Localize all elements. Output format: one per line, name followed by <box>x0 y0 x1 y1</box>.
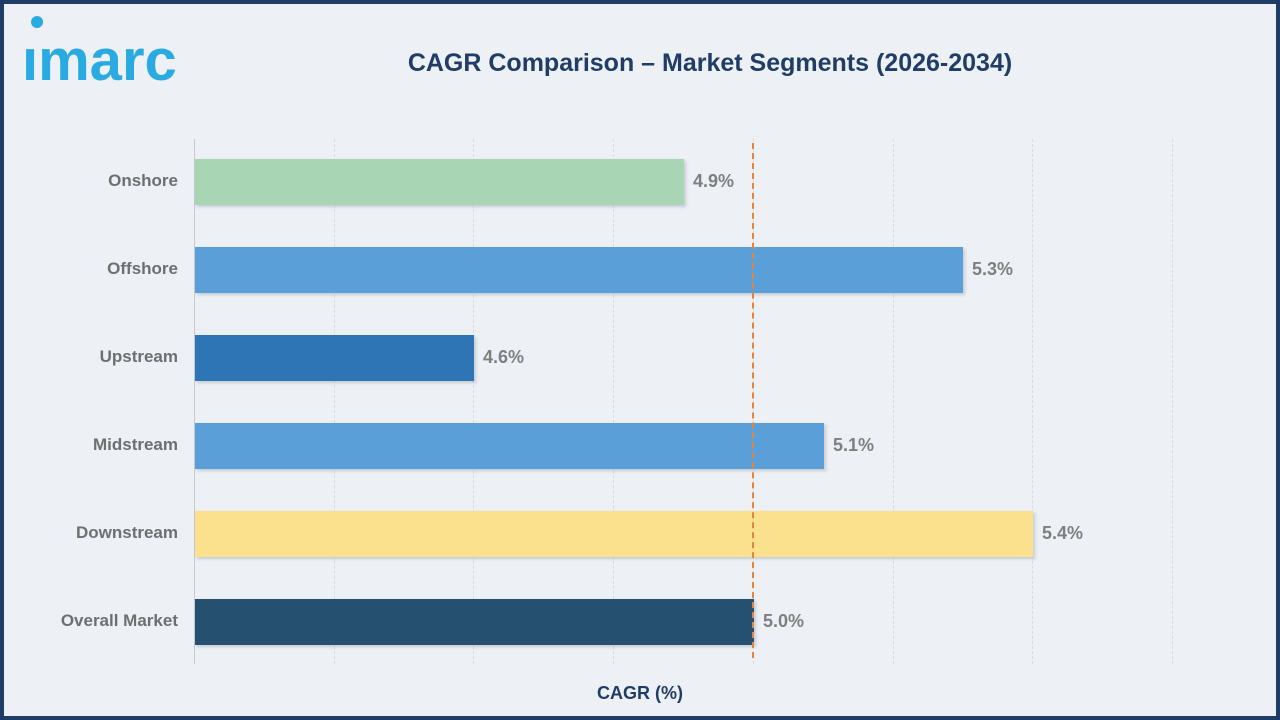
bar-onshore <box>195 159 684 205</box>
value-label-upstream: 4.6% <box>483 347 525 367</box>
category-label-upstream: Upstream <box>99 347 178 366</box>
bar-overall-market <box>195 599 754 645</box>
bar-offshore <box>195 247 963 293</box>
value-label-overall-market: 5.0% <box>763 611 805 631</box>
bar-chart-plot-area: Onshore 4.9% Offshore 5.3% Upstream 4.6% Midst… <box>4 4 1276 716</box>
imarc-logo-text: ımarc <box>22 28 177 93</box>
value-label-onshore: 4.9% <box>693 171 735 191</box>
bar-upstream <box>195 335 474 381</box>
gridline <box>893 139 894 664</box>
imarc-logo-dot-icon <box>31 16 43 28</box>
bar-midstream <box>195 423 824 469</box>
category-label-overall-market: Overall Market <box>60 611 178 630</box>
gridline <box>1172 139 1173 664</box>
x-axis-label: CAGR (%) <box>597 683 683 703</box>
value-label-midstream: 5.1% <box>833 435 875 455</box>
gridline <box>613 139 614 664</box>
category-label-downstream: Downstream <box>75 523 178 542</box>
value-label-downstream: 5.4% <box>1042 523 1084 543</box>
category-label-midstream: Midstream <box>92 435 178 454</box>
y-axis-line <box>194 139 195 664</box>
category-label-offshore: Offshore <box>107 259 178 278</box>
bar-downstream <box>195 511 1033 557</box>
chart-title: CAGR Comparison – Market Segments (2026-… <box>407 49 1013 77</box>
imarc-logo: ımarc <box>22 12 222 90</box>
gridline <box>1032 139 1033 664</box>
value-label-offshore: 5.3% <box>972 259 1014 279</box>
reference-line <box>752 143 754 658</box>
gridline <box>473 139 474 664</box>
gridline <box>334 139 335 664</box>
category-label-onshore: Onshore <box>108 171 178 190</box>
